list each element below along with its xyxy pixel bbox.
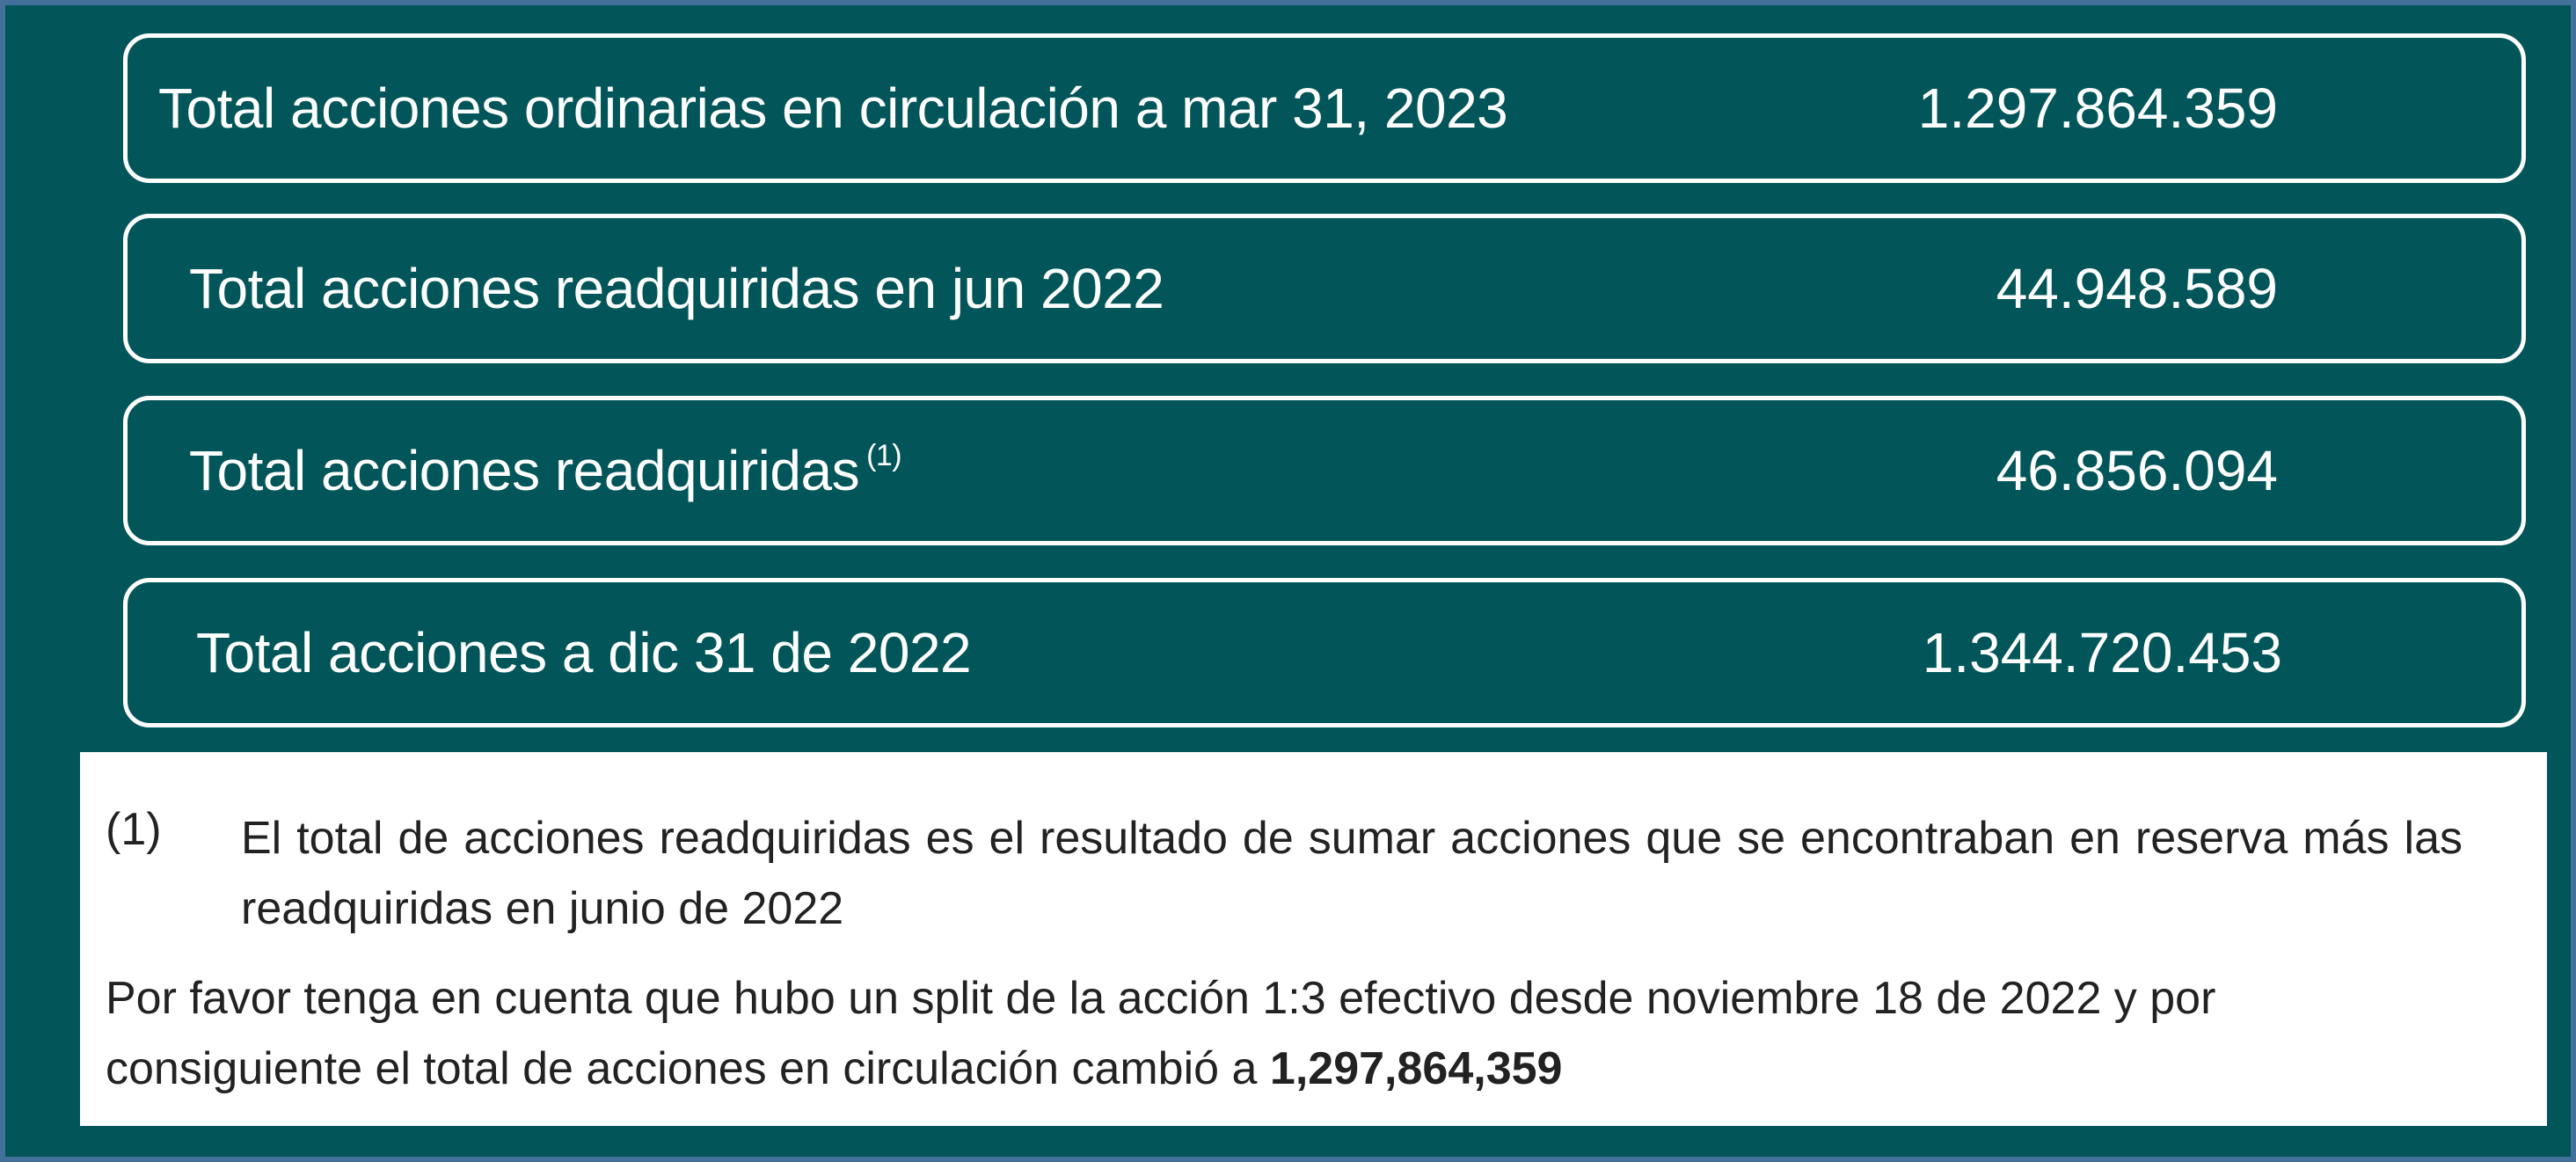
- row-value: 46.856.094: [1996, 439, 2278, 502]
- footnote: (1) El total de acciones readquiridas es…: [106, 803, 2463, 944]
- row-repurchased-jun-2022: Total acciones readquiridas en jun 2022 …: [123, 214, 2526, 363]
- notes-box: (1) El total de acciones readquiridas es…: [80, 752, 2547, 1126]
- footnote-ref: (1): [866, 439, 902, 472]
- split-value: 1,297,864,359: [1269, 1043, 1563, 1094]
- split-note: Por favor tenga en cuenta que hubo un sp…: [106, 963, 2463, 1104]
- row-outstanding-shares: Total acciones ordinarias en circulación…: [123, 33, 2526, 183]
- row-label: Total acciones readquiridas en jun 2022: [189, 257, 1164, 320]
- footnote-text: El total de acciones readquiridas es el …: [241, 813, 2463, 934]
- row-label-text: Total acciones readquiridas: [189, 439, 860, 502]
- split-text: Por favor tenga en cuenta que hubo un sp…: [106, 973, 2216, 1094]
- row-total-repurchased: Total acciones readquiridas (1) 46.856.09…: [123, 396, 2526, 545]
- row-label: Total acciones a dic 31 de 2022: [196, 621, 972, 684]
- footnote-number: (1): [106, 804, 162, 855]
- row-value: 1.297.864.359: [1917, 77, 2278, 140]
- row-label: Total acciones readquiridas (1): [189, 438, 902, 503]
- row-value: 1.344.720.453: [1922, 621, 2282, 684]
- row-value: 44.948.589: [1996, 257, 2278, 320]
- row-total-dec-2022: Total acciones a dic 31 de 2022 1.344.72…: [123, 578, 2526, 727]
- row-label: Total acciones ordinarias en circulación…: [158, 77, 1508, 140]
